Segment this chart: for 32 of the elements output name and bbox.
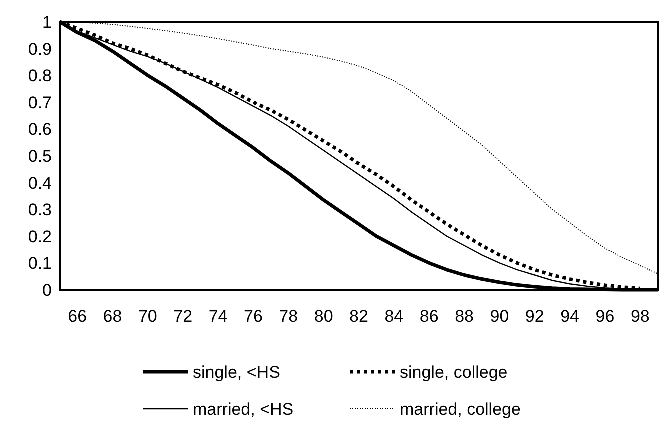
- y-tick-label: 0.8: [28, 66, 52, 86]
- y-tick-label: 0.3: [28, 200, 52, 220]
- y-tick-label: 0.1: [28, 254, 52, 274]
- x-tick-label: 94: [560, 307, 580, 326]
- legend-label: married, college: [400, 400, 521, 419]
- x-tick-label: 78: [279, 307, 298, 326]
- x-tick-label: 70: [138, 307, 158, 326]
- x-tick-label: 86: [420, 307, 439, 326]
- x-tick-label: 74: [208, 307, 228, 326]
- y-tick-label: 1: [42, 12, 52, 32]
- x-tick-label: 72: [174, 307, 193, 326]
- x-tick-label: 90: [490, 307, 510, 326]
- y-tick-label: 0.6: [28, 120, 52, 140]
- x-tick-label: 88: [455, 307, 474, 326]
- x-tick-label: 76: [244, 307, 263, 326]
- x-tick-label: 96: [596, 307, 615, 326]
- x-tick-label: 92: [525, 307, 544, 326]
- y-tick-label: 0.7: [28, 93, 52, 112]
- x-tick-label: 84: [384, 307, 404, 326]
- legend-label: married, <HS: [193, 400, 294, 419]
- y-tick-label: 0: [42, 280, 52, 300]
- y-tick-label: 0.9: [28, 40, 52, 59]
- x-tick-label: 68: [103, 307, 122, 326]
- y-tick-label: 0.2: [28, 227, 52, 246]
- x-tick-label: 80: [314, 307, 334, 326]
- y-tick-label: 0.4: [28, 174, 52, 193]
- legend-label: single, <HS: [193, 362, 280, 382]
- legend-label: single, college: [400, 362, 508, 382]
- y-tick-label: 0.5: [28, 146, 52, 166]
- x-tick-label: 98: [630, 307, 650, 326]
- x-tick-label: 66: [68, 307, 88, 326]
- x-tick-label: 82: [350, 307, 368, 326]
